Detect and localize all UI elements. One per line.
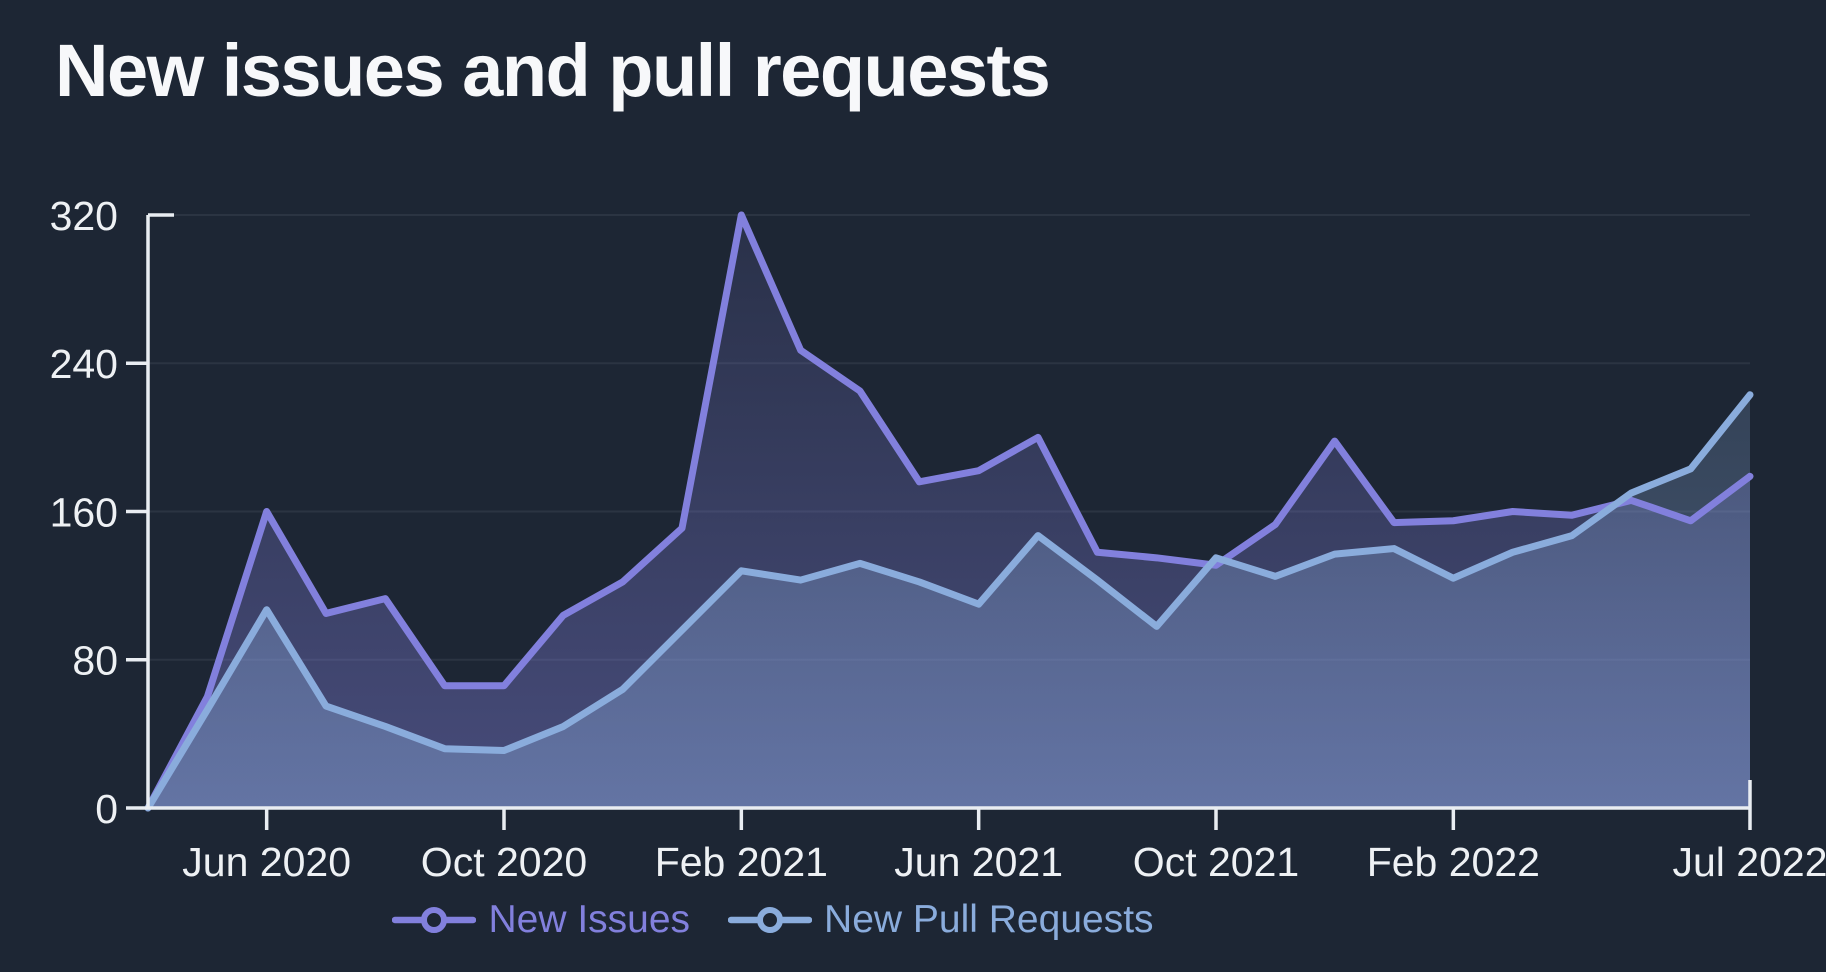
x-tick-label: Feb 2022 [1367, 839, 1540, 885]
chart-legend: New Issues New Pull Requests [0, 898, 1686, 942]
x-tick-label: Oct 2021 [1133, 839, 1299, 885]
x-tick-label: Jun 2020 [182, 839, 351, 885]
x-tick-label: Feb 2021 [655, 839, 828, 885]
y-tick-label: 240 [50, 341, 118, 387]
y-tick-label: 0 [95, 786, 118, 832]
x-tick-label: Oct 2020 [421, 839, 587, 885]
y-tick-label: 320 [50, 193, 118, 239]
area-fill-1 [148, 394, 1750, 808]
x-tick-label: Jun 2021 [894, 839, 1063, 885]
legend-marker-icon [728, 907, 813, 933]
series-line-0 [144, 211, 1754, 812]
legend-label: New Pull Requests [824, 898, 1154, 941]
legend-marker-icon [392, 907, 477, 933]
y-tick-label: 80 [72, 638, 118, 684]
x-tick-label: Jul 2022 [1672, 839, 1826, 885]
page-title: New issues and pull requests [55, 29, 1051, 112]
y-tick-label: 160 [50, 489, 118, 535]
legend-item-new-pull-requests[interactable]: New Pull Requests [728, 898, 1154, 942]
legend-item-new-issues[interactable]: New Issues [392, 898, 690, 942]
series-line-1 [144, 391, 1754, 812]
legend-label: New Issues [488, 898, 691, 941]
